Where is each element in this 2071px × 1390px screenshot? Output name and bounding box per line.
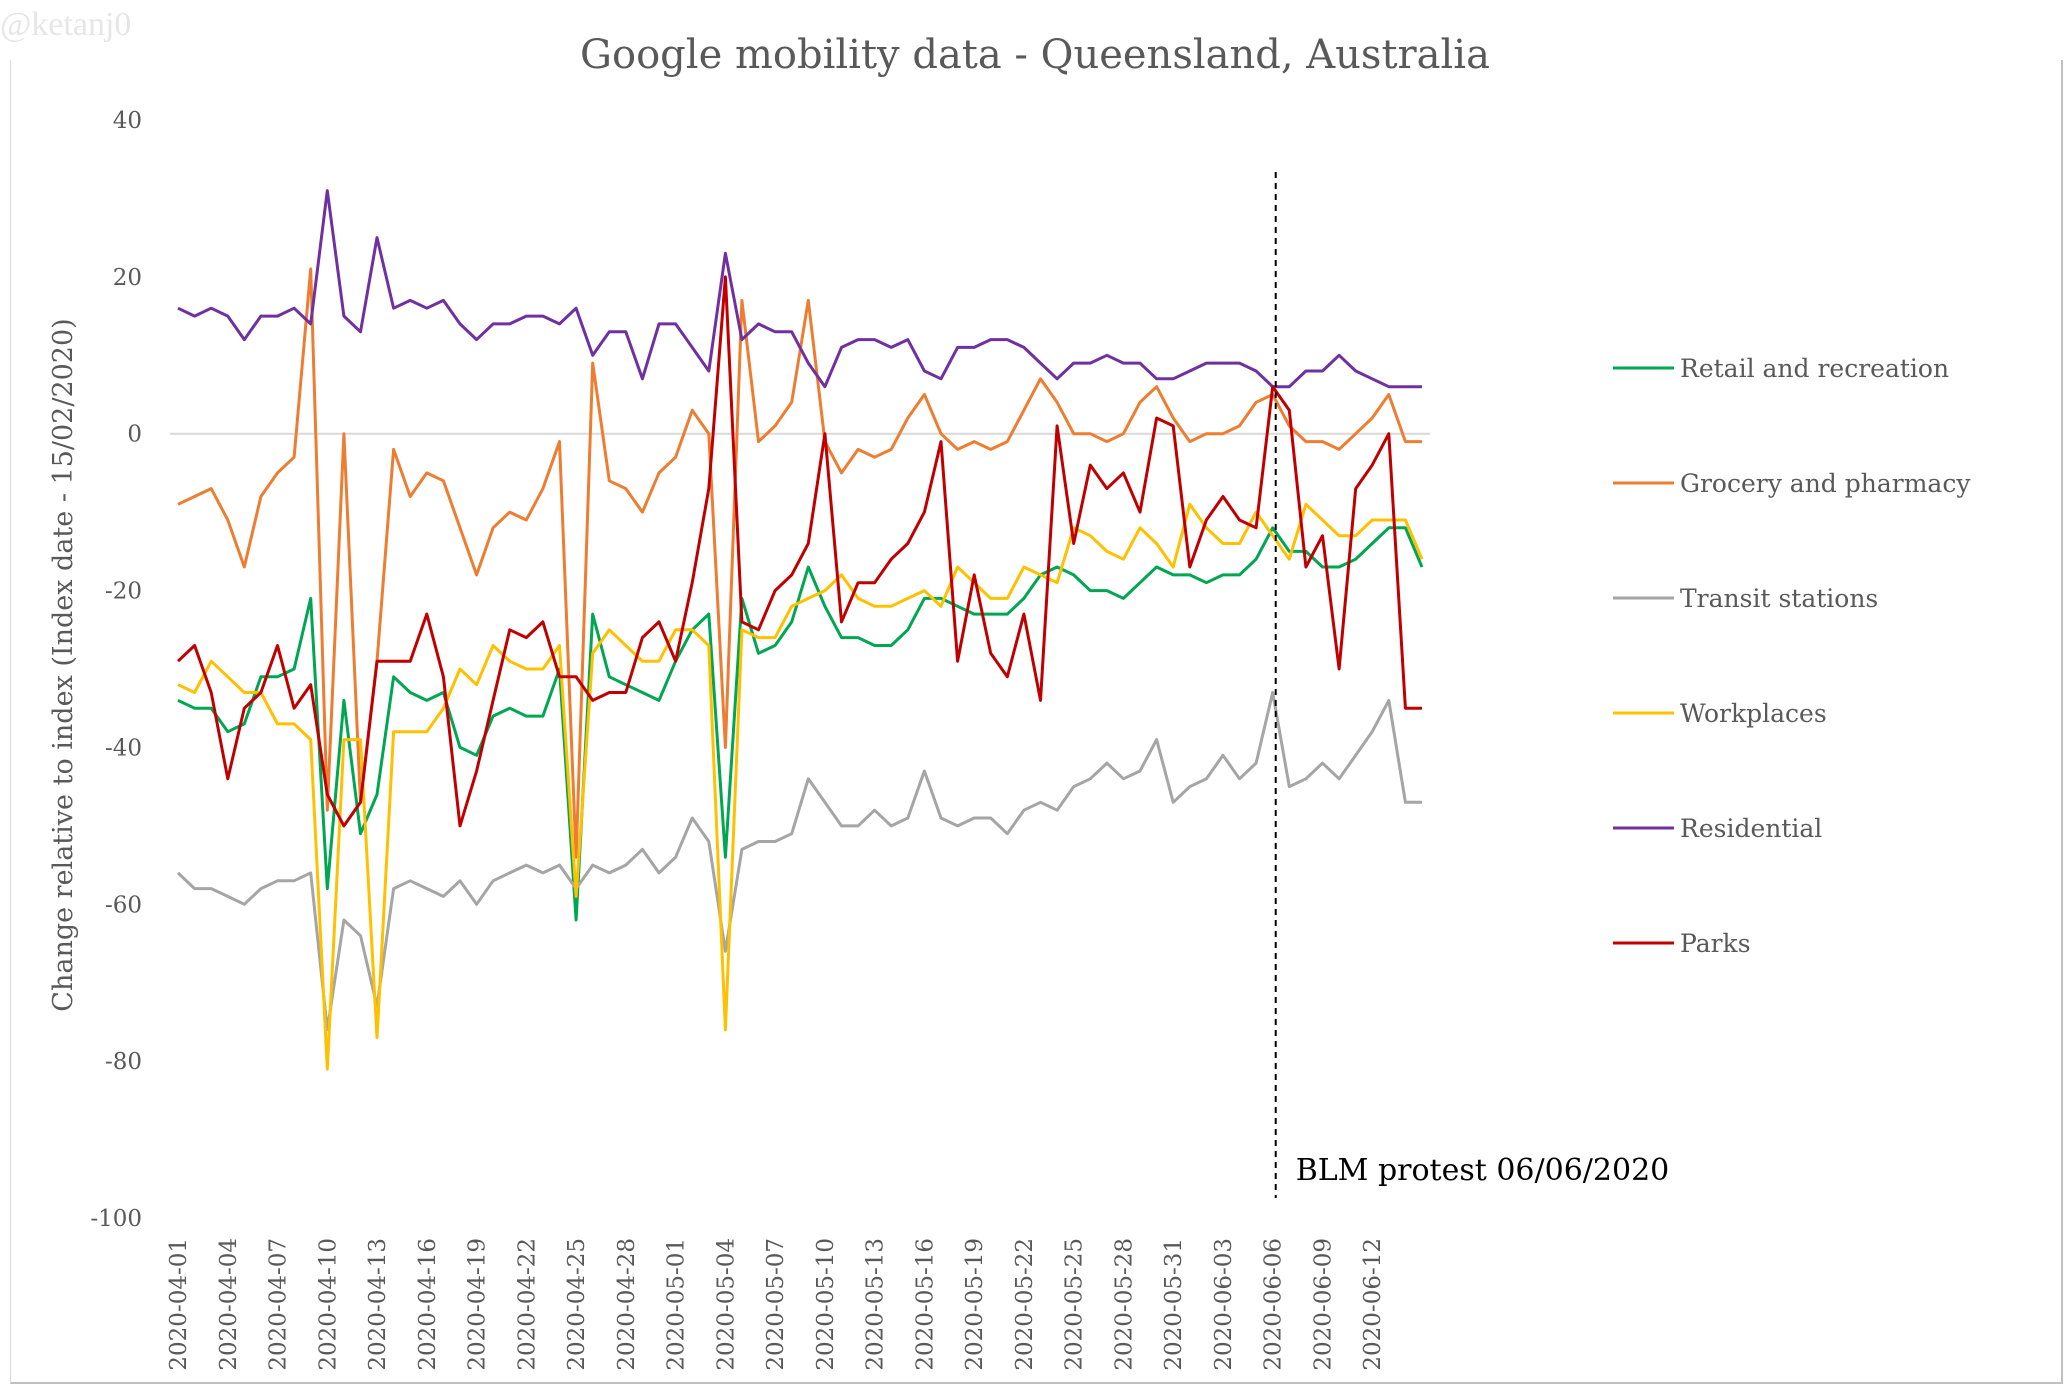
x-tick-label: 2020-04-01 xyxy=(166,1238,192,1371)
x-tick-label: 2020-05-04 xyxy=(713,1238,739,1371)
legend: Retail and recreation Grocery and pharmac… xyxy=(1613,354,1971,958)
x-tick-label: 2020-06-03 xyxy=(1211,1238,1237,1371)
y-tick-label: -40 xyxy=(105,735,142,761)
legend-label: Parks xyxy=(1680,929,1751,958)
x-tick-label: 2020-04-19 xyxy=(465,1238,491,1371)
x-tick-label: 2020-05-07 xyxy=(763,1238,789,1371)
y-tick-label: -80 xyxy=(105,1049,142,1075)
blm-annotation-text: BLM protest 06/06/2020 xyxy=(1296,1153,1670,1188)
x-tick-label: 2020-04-22 xyxy=(514,1238,540,1371)
legend-label: Transit stations xyxy=(1680,584,1878,613)
x-ticks: 2020-04-01 2020-04-04 2020-04-07 2020-04-10… xyxy=(166,1238,1386,1371)
series-line-grocery-and-pharmacy xyxy=(177,267,1422,859)
y-tick-label: -60 xyxy=(105,892,142,918)
x-tick-label: 2020-04-16 xyxy=(415,1238,441,1371)
x-tick-label: 2020-04-28 xyxy=(614,1238,640,1371)
x-tick-label: 2020-05-19 xyxy=(962,1238,988,1371)
x-tick-label: 2020-06-06 xyxy=(1261,1238,1287,1371)
y-tick-label: 0 xyxy=(127,422,142,448)
series-group xyxy=(176,189,1424,1071)
y-ticks: 40 20 0 -20 -40 -60 -80 -100 xyxy=(90,108,142,1232)
legend-item[interactable]: Transit stations xyxy=(1613,584,1878,613)
legend-label: Retail and recreation xyxy=(1680,354,1949,383)
watermark: @ketanj0 xyxy=(0,6,132,43)
x-tick-label: 2020-04-04 xyxy=(216,1238,242,1371)
x-tick-label: 2020-04-25 xyxy=(564,1238,590,1371)
x-tick-label: 2020-05-10 xyxy=(813,1238,839,1371)
series-line-retail-and-recreation xyxy=(177,526,1424,922)
series-line-residential xyxy=(177,189,1422,389)
x-tick-label: 2020-05-16 xyxy=(912,1238,938,1371)
y-tick-label: 40 xyxy=(113,108,142,134)
x-tick-label: 2020-05-01 xyxy=(664,1238,690,1371)
legend-item[interactable]: Retail and recreation xyxy=(1613,354,1949,383)
x-tick-label: 2020-05-22 xyxy=(1012,1238,1038,1371)
legend-item[interactable]: Parks xyxy=(1613,929,1751,958)
legend-item[interactable]: Residential xyxy=(1613,814,1822,843)
legend-item[interactable]: Grocery and pharmacy xyxy=(1613,469,1971,498)
x-tick-label: 2020-05-31 xyxy=(1161,1238,1187,1371)
x-tick-label: 2020-05-25 xyxy=(1062,1238,1088,1371)
y-tick-label: -20 xyxy=(105,579,142,605)
x-tick-label: 2020-05-28 xyxy=(1111,1238,1137,1371)
chart-frame xyxy=(10,60,2063,1384)
y-tick-label: 20 xyxy=(113,265,142,291)
legend-item[interactable]: Workplaces xyxy=(1613,699,1827,728)
x-tick-label: 2020-06-12 xyxy=(1360,1238,1386,1371)
x-tick-label: 2020-04-10 xyxy=(315,1238,341,1371)
x-tick-label: 2020-05-13 xyxy=(863,1238,889,1371)
series-line-parks xyxy=(176,275,1422,828)
x-tick-label: 2020-04-13 xyxy=(365,1238,391,1371)
y-tick-label: -100 xyxy=(90,1206,142,1232)
chart-title: Google mobility data - Queensland, Austr… xyxy=(580,32,1490,78)
y-axis-label: Change relative to index (Index date - 1… xyxy=(48,318,79,1011)
series-line-workplaces xyxy=(177,502,1424,1071)
x-tick-label: 2020-04-07 xyxy=(266,1238,292,1371)
legend-label: Grocery and pharmacy xyxy=(1680,469,1971,498)
legend-label: Residential xyxy=(1680,814,1822,843)
x-tick-label: 2020-06-09 xyxy=(1310,1238,1336,1371)
series-line-transit-stations xyxy=(176,691,1422,1032)
legend-label: Workplaces xyxy=(1680,699,1827,728)
